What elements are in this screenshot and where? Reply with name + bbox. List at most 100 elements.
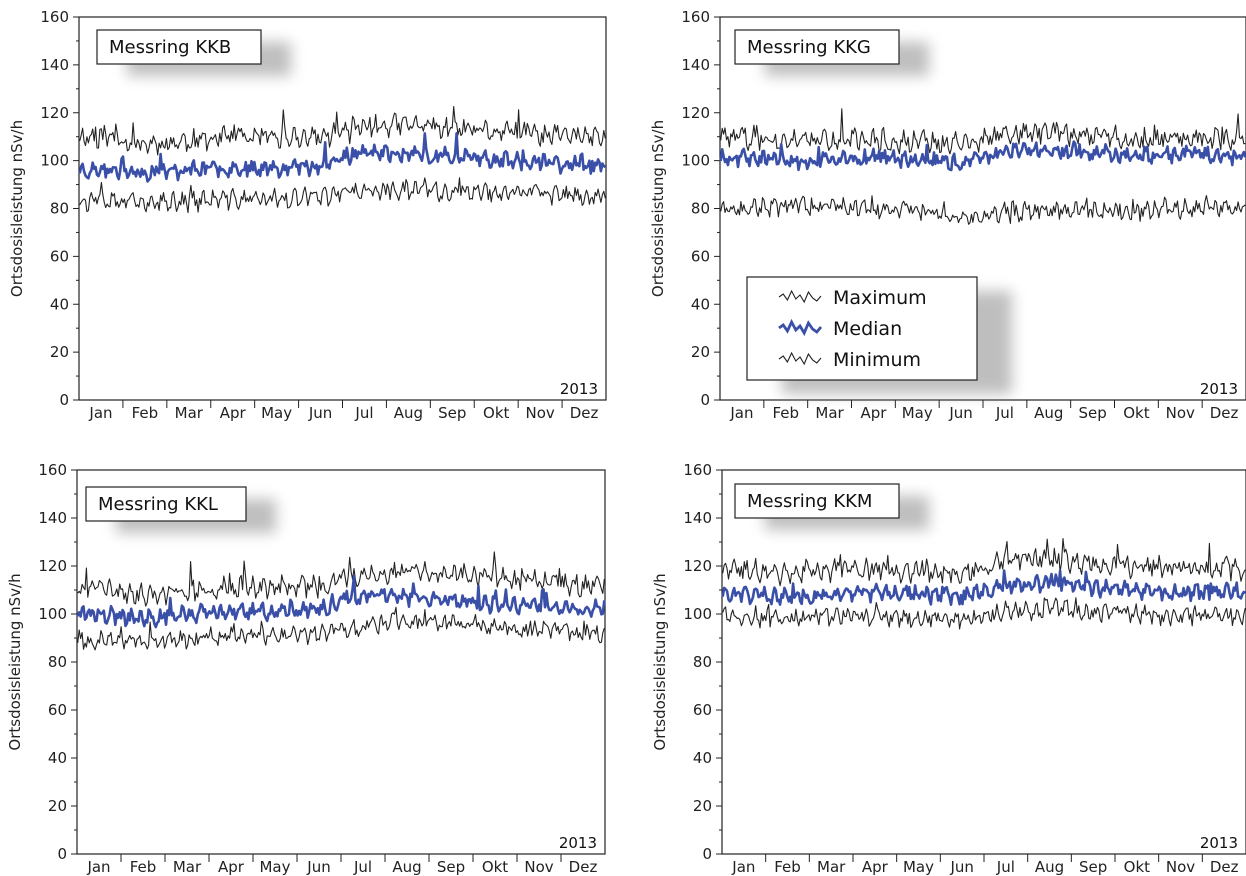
y-tick-label: 100 [683,605,712,623]
chart-title: Messring KKM [747,491,872,512]
series-line-median [719,140,1246,172]
y-tick-label: 140 [38,509,67,527]
y-tick-label: 120 [40,104,69,122]
legend-median-swatch [778,318,823,337]
chart-title: Messring KKB [109,37,231,58]
chart-panel-2: 0 20 40 60 80 100 120 140 160 Ortsdosisleistung n… [649,8,1246,422]
y-tick-label: 80 [691,200,710,218]
x-tick-label-jul: Jul [995,404,1014,422]
title-box [85,486,247,522]
x-tick-label-may: May [903,858,934,876]
y-tick-label: 60 [50,247,69,265]
x-tick-label-okt: Okt [1124,858,1150,876]
x-tick-label-dez: Dez [1210,858,1239,876]
x-tick-label-aug: Aug [394,404,423,422]
legend-minimum-label: Minimum [833,349,921,371]
y-tick-label: 40 [48,749,67,767]
x-tick-label-sep: Sep [437,858,465,876]
year-label: 2013 [559,834,597,852]
x-tick-label-feb: Feb [132,404,159,422]
x-tick-label-aug: Aug [392,858,421,876]
y-tick-label: 0 [702,845,712,863]
x-tick-label-sep: Sep [1079,858,1107,876]
series-line-minimum [77,606,605,651]
series-line-minimum [722,597,1246,630]
legend-median-label: Median [833,318,902,340]
legend-maximum-swatch [778,289,822,304]
x-tick-label-mar: Mar [173,858,202,876]
x-tick-label-jul: Jul [353,858,372,876]
chart-title: Messring KKG [747,37,871,58]
y-tick-label: 160 [683,461,712,479]
title-box [734,29,900,65]
y-tick-label: 160 [681,8,710,26]
y-tick-label: 120 [683,557,712,575]
x-tick-label-okt: Okt [1123,404,1149,422]
y-axis-label: Ortsdosisleistung nSv/h [651,573,669,750]
chart-title: Messring KKL [98,494,218,515]
x-tick-label-jun: Jun [306,858,330,876]
x-tick-label-nov: Nov [524,858,553,876]
series-line-median [721,569,1246,606]
y-tick-label: 0 [700,391,710,409]
y-tick-label: 140 [40,56,69,74]
y-tick-label: 20 [691,343,710,361]
y-axis-label: Ortsdosisleistung nSv/h [8,120,26,297]
y-tick-label: 80 [50,200,69,218]
x-tick-label-okt: Okt [483,404,509,422]
y-tick-label: 40 [691,295,710,313]
plot-area [76,469,606,855]
y-tick-label: 60 [48,701,67,719]
chart-panel-1: 0 20 40 60 80 100 120 140 160 Ortsdosisleistung n… [8,8,607,422]
x-tick-label-mar: Mar [817,858,846,876]
y-tick-label: 80 [693,653,712,671]
y-tick-label: 100 [681,152,710,170]
series-line-minimum [720,195,1246,225]
chart-panel-3: 0 20 40 60 80 100 120 140 160 Ortsdosisleistung n… [6,461,606,876]
x-tick-label-may: May [261,404,292,422]
y-tick-label: 160 [38,461,67,479]
x-tick-label-may: May [902,404,933,422]
x-tick-label-aug: Aug [1035,858,1064,876]
year-label: 2013 [560,380,598,398]
y-tick-label: 0 [59,391,69,409]
y-tick-label: 140 [683,509,712,527]
y-tick-label: 60 [693,701,712,719]
series-line-maximum [720,108,1246,155]
legend-minimum-swatch [778,351,822,366]
series-line-minimum [79,177,606,214]
x-tick-label-apr: Apr [860,404,887,422]
x-tick-label-feb: Feb [130,858,157,876]
x-tick-label-jul: Jul [354,404,373,422]
legend: Maximum Median Minimum [746,276,1012,394]
x-tick-label-nov: Nov [1166,404,1195,422]
y-tick-label: 120 [38,557,67,575]
y-tick-label: 100 [40,152,69,170]
series-line-median [78,132,607,183]
x-tick-label-may: May [259,858,290,876]
title-box [734,483,900,519]
series-line-maximum [79,106,606,156]
x-tick-label-mar: Mar [815,404,844,422]
y-tick-label: 60 [691,247,710,265]
y-tick-label: 20 [50,343,69,361]
y-tick-label: 40 [50,295,69,313]
y-tick-label: 120 [681,104,710,122]
x-tick-label-feb: Feb [774,858,801,876]
y-tick-label: 20 [693,797,712,815]
y-tick-label: 0 [57,845,67,863]
series-line-median [76,574,606,629]
x-tick-label-jan: Jan [731,858,755,876]
x-tick-label-feb: Feb [772,404,799,422]
x-tick-label-sep: Sep [1078,404,1106,422]
plot-area [721,469,1246,855]
x-tick-label-jan: Jan [86,858,110,876]
x-tick-label-dez: Dez [570,404,599,422]
series-line-maximum [77,551,605,607]
x-tick-label-apr: Apr [218,858,245,876]
plot-area [78,16,607,401]
x-tick-label-okt: Okt [482,858,508,876]
year-label: 2013 [1200,834,1238,852]
x-tick-label-jan: Jan [729,404,753,422]
